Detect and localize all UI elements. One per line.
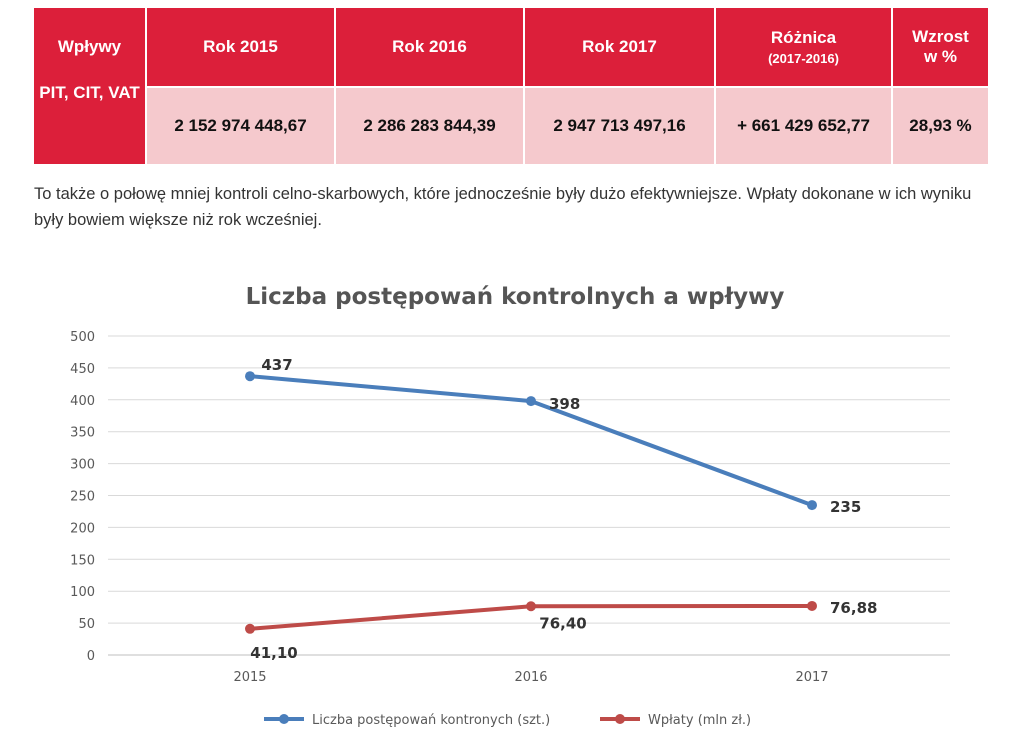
x-tick-label: 2015 [233, 670, 266, 685]
y-tick-label: 150 [70, 553, 95, 568]
data-point [526, 601, 536, 612]
table-header-row: Wpływy Rok 2015 Rok 2016 Rok 2017 Różnic… [34, 8, 988, 86]
data-label: 41,10 [250, 644, 297, 662]
row-label-pit-cit-vat: PIT, CIT, VAT [34, 83, 147, 164]
legend-marker [615, 714, 625, 724]
data-label: 398 [549, 395, 580, 413]
chart-series: 437 398 235 41,10 76,40 76,88 [245, 356, 877, 662]
data-label: 76,88 [830, 599, 877, 617]
legend-label: Wpłaty (mln zł.) [648, 713, 751, 728]
revenue-table: Wpływy Rok 2015 Rok 2016 Rok 2017 Różnic… [34, 8, 988, 164]
x-tick-label: 2016 [514, 670, 547, 685]
x-tick-label: 2017 [795, 670, 828, 685]
chart-title: Liczba postępowań kontrolnych a wpływy [246, 284, 785, 310]
data-point [807, 500, 817, 511]
series-line [248, 374, 814, 508]
table-row: PIT, CIT, VAT 2 152 974 448,67 2 286 283… [34, 83, 988, 164]
data-point [245, 371, 255, 382]
y-tick-label: 500 [70, 330, 95, 345]
series-2: 41,10 76,40 76,88 [245, 599, 877, 662]
header-roznica-label: Różnica [770, 28, 837, 47]
header-roznica: Różnica (2017-2016) [716, 8, 893, 86]
data-point [526, 396, 536, 407]
data-label: 235 [830, 498, 861, 516]
body-paragraph: To także o połowę mniej kontroli celno-s… [34, 185, 972, 229]
cell-2015: 2 152 974 448,67 [147, 86, 336, 164]
y-tick-label: 400 [70, 394, 95, 409]
legend-marker [279, 714, 289, 724]
y-tick-label: 50 [78, 617, 95, 632]
y-tick-label: 350 [70, 426, 95, 441]
cell-difference: + 661 429 652,77 [716, 86, 893, 164]
cell-growth: 28,93 % [893, 86, 988, 164]
legend-label: Liczba postępowań kontronych (szt.) [312, 713, 550, 728]
chart-legend: Liczba postępowań kontronych (szt.) Wpłat… [264, 713, 751, 728]
header-wzrost-unit: w % [923, 47, 958, 66]
x-axis-ticks: 2015 2016 2017 [233, 670, 828, 685]
cell-2017: 2 947 713 497,16 [525, 86, 716, 164]
data-label: 437 [261, 356, 292, 374]
y-tick-label: 200 [70, 521, 95, 536]
line-chart: Liczba postępowań kontrolnych a wpływy 0… [70, 284, 950, 728]
header-rok-2015: Rok 2015 [147, 8, 336, 86]
y-tick-label: 250 [70, 490, 95, 505]
y-tick-label: 300 [70, 458, 95, 473]
header-rok-2017: Rok 2017 [525, 8, 716, 86]
y-tick-label: 0 [87, 649, 95, 664]
y-axis-ticks: 0 50 100 150 200 250 300 350 400 450 500 [70, 330, 95, 664]
data-point [245, 623, 255, 634]
y-tick-label: 450 [70, 362, 95, 377]
series-1: 437 398 235 [245, 356, 861, 516]
cell-2016: 2 286 283 844,39 [336, 86, 525, 164]
header-wzrost: Wzrost w % [893, 8, 988, 86]
header-wzrost-label: Wzrost [912, 27, 969, 46]
row-label-text: PIT, CIT, VAT [39, 83, 140, 102]
header-rok-2016: Rok 2016 [336, 8, 525, 86]
header-wplywy: Wpływy [34, 8, 147, 86]
data-label: 76,40 [539, 614, 586, 632]
y-tick-label: 100 [70, 585, 95, 600]
header-roznica-sub: (2017-2016) [768, 51, 839, 66]
data-point [807, 600, 817, 611]
